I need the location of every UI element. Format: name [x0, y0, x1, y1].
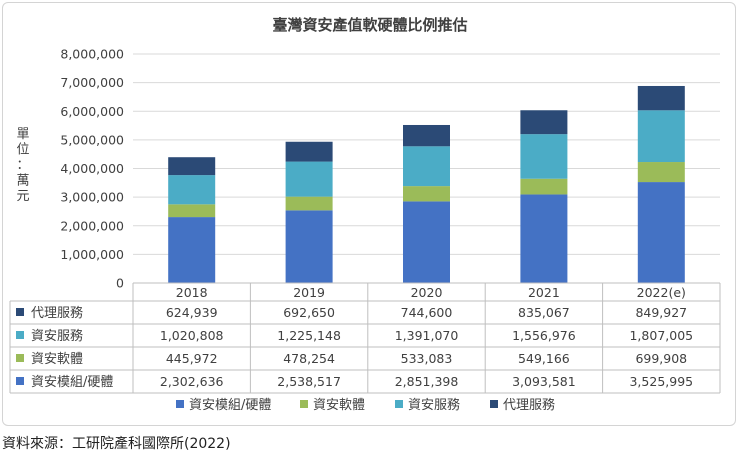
y-tick-label: 3,000,000: [60, 190, 124, 205]
bar-segment: [520, 110, 568, 135]
y-tick-label: 6,000,000: [60, 104, 124, 119]
y-tick-label: 2,000,000: [60, 218, 124, 233]
chart-frame: [2, 2, 736, 426]
legend-label: 代理服務: [503, 398, 555, 413]
bar-segment: [168, 175, 216, 205]
data-label: 1,020,808: [160, 328, 224, 343]
bar-segment: [520, 178, 568, 195]
data-label: 533,083: [401, 351, 453, 366]
x-tick-label: 2021: [528, 285, 560, 300]
y-tick-label: 8,000,000: [60, 47, 124, 62]
table-legend-key: [16, 354, 24, 362]
data-label: 1,225,148: [277, 328, 341, 343]
x-tick-label: 2019: [293, 285, 325, 300]
data-label: 849,927: [635, 305, 687, 320]
bar-segment: [637, 162, 685, 183]
legend-swatch: [490, 400, 498, 408]
y-axis-label: 單位：萬元: [16, 127, 29, 204]
table-row-label: 代理服務: [31, 306, 83, 321]
y-tick-label: 1,000,000: [60, 247, 124, 262]
table-legend-key: [16, 331, 24, 339]
data-label: 744,600: [401, 305, 453, 320]
table-row-label: 資安軟體: [31, 351, 83, 367]
chart-title: 臺灣資安產值軟硬體比例推估: [272, 16, 467, 34]
x-tick-label: 2022(e): [637, 285, 686, 300]
bar-segment: [637, 182, 685, 283]
bar-segment: [520, 134, 568, 179]
bar-segment: [168, 204, 216, 218]
table-legend-key: [16, 308, 24, 316]
data-label: 699,908: [635, 351, 687, 366]
data-label: 3,093,581: [512, 374, 576, 389]
table-row-label: 資安模組/硬體: [31, 375, 113, 390]
table-legend-key: [16, 377, 24, 385]
bar-segment: [520, 194, 568, 283]
data-label: 445,972: [166, 351, 218, 366]
bar-segment: [403, 201, 450, 283]
data-label: 2,851,398: [395, 374, 459, 389]
table-row-label: 資安服務: [31, 329, 83, 344]
data-label: 2,302,636: [160, 374, 224, 389]
data-label: 1,391,070: [395, 328, 459, 343]
data-label: 3,525,995: [629, 374, 693, 389]
bar-segment: [637, 110, 685, 163]
x-tick-label: 2020: [411, 285, 443, 300]
bar-segment: [637, 85, 685, 111]
data-label: 835,067: [518, 305, 570, 320]
legend-swatch: [176, 400, 184, 408]
legend-swatch: [300, 400, 308, 408]
legend-label: 資安服務: [408, 398, 460, 413]
bar-segment: [403, 146, 450, 187]
legend-label: 資安軟體: [313, 397, 365, 413]
bar-segment: [168, 157, 216, 176]
bar-segment: [285, 141, 333, 162]
bar-segment: [168, 217, 216, 283]
bar-segment: [285, 196, 333, 211]
legend-label: 資安模組/硬體: [189, 398, 271, 413]
data-label: 478,254: [283, 351, 335, 366]
data-label: 2,538,517: [277, 374, 341, 389]
bar-segment: [285, 210, 333, 283]
data-label: 692,650: [283, 305, 335, 320]
data-label: 1,556,976: [512, 328, 576, 343]
legend-swatch: [395, 400, 403, 408]
y-tick-label: 7,000,000: [60, 75, 124, 90]
bar-segment: [403, 124, 450, 147]
y-tick-label: 5,000,000: [60, 132, 124, 147]
data-label: 1,807,005: [629, 328, 693, 343]
x-tick-label: 2018: [176, 285, 208, 300]
source-note: 資料來源：工研院產科國際所(2022): [2, 436, 231, 452]
bar-segment: [403, 186, 450, 202]
bar-segment: [285, 161, 333, 197]
data-label: 624,939: [166, 305, 218, 320]
data-label: 549,166: [518, 351, 570, 366]
y-tick-label: 4,000,000: [60, 161, 124, 176]
y-tick-label: 0: [116, 276, 124, 291]
